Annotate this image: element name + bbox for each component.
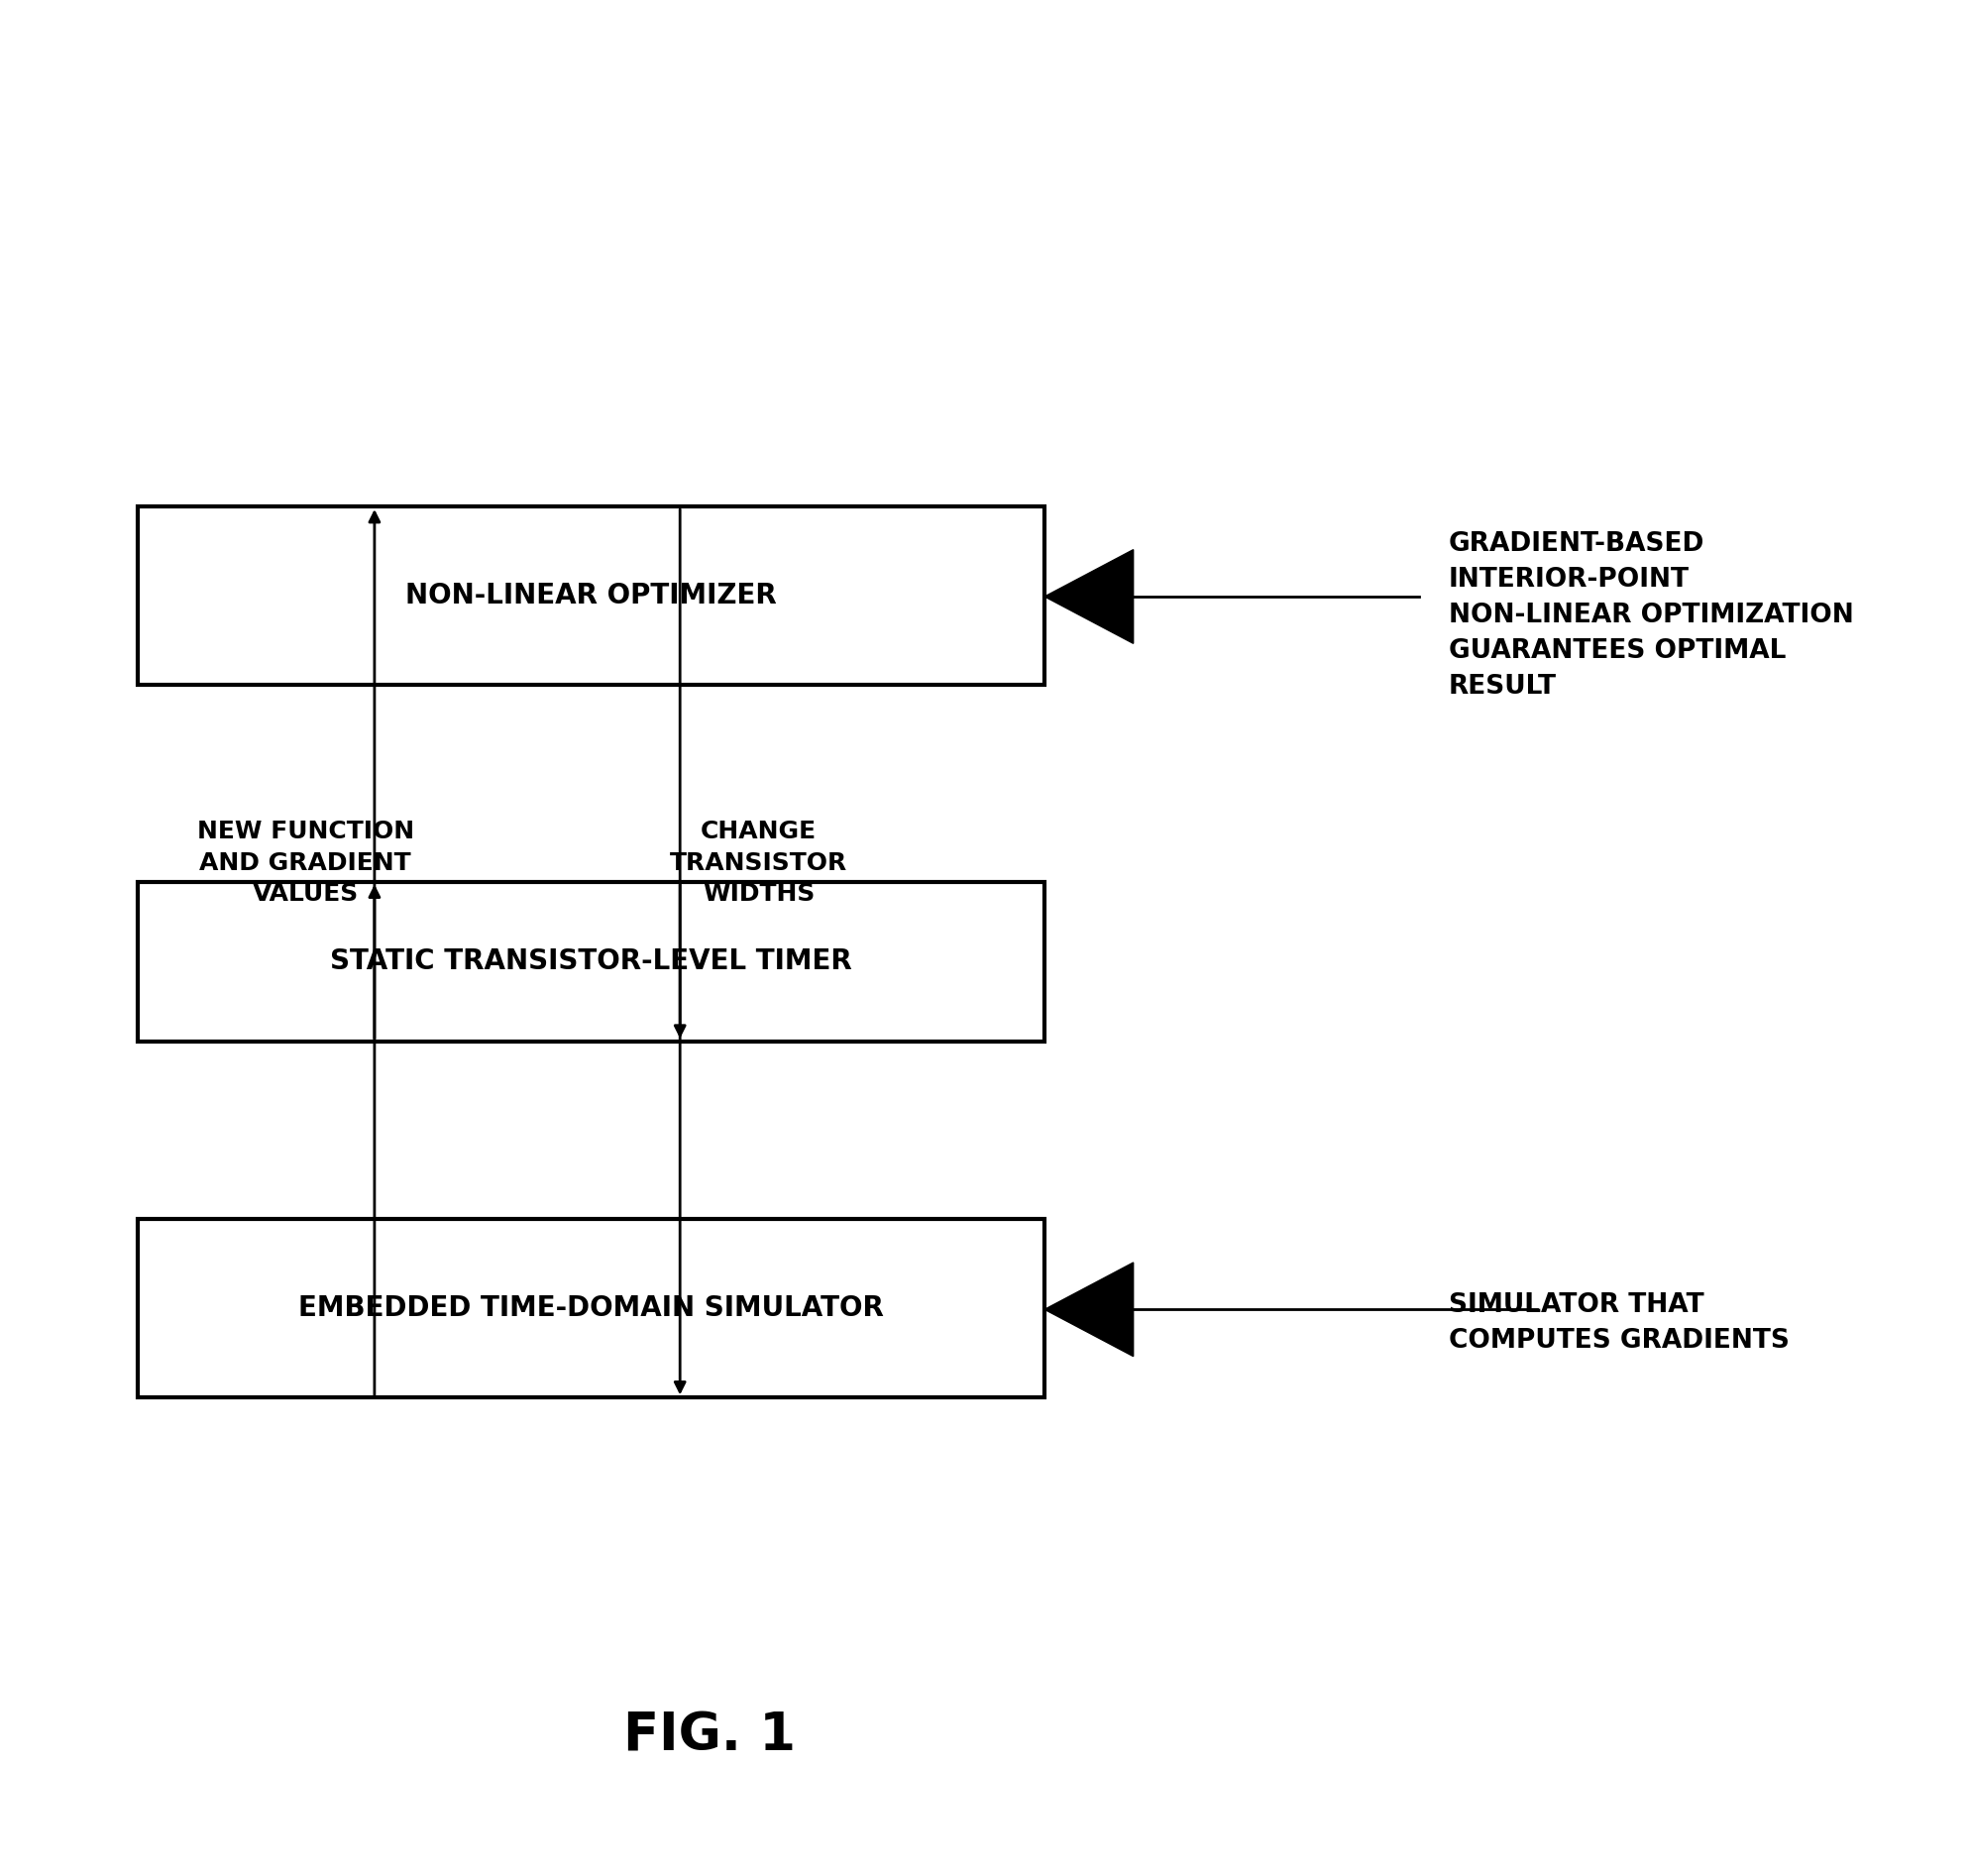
Text: GRADIENT-BASED
INTERIOR-POINT
NON-LINEAR OPTIMIZATION
GUARANTEES OPTIMAL
RESULT: GRADIENT-BASED INTERIOR-POINT NON-LINEAR…	[1449, 531, 1855, 700]
Polygon shape	[1045, 550, 1133, 643]
Text: FIG. 1: FIG. 1	[623, 1709, 796, 1762]
Bar	[138, 882, 1045, 1041]
Text: STATIC TRANSISTOR-LEVEL TIMER: STATIC TRANSISTOR-LEVEL TIMER	[331, 947, 851, 976]
Text: NEW FUNCTION
AND GRADIENT
VALUES: NEW FUNCTION AND GRADIENT VALUES	[197, 820, 414, 906]
Text: CHANGE
TRANSISTOR
WIDTHS: CHANGE TRANSISTOR WIDTHS	[670, 820, 848, 906]
Text: SIMULATOR THAT
COMPUTES GRADIENTS: SIMULATOR THAT COMPUTES GRADIENTS	[1449, 1293, 1790, 1353]
Bar	[138, 1219, 1045, 1398]
Bar	[138, 507, 1045, 685]
Text: NON-LINEAR OPTIMIZER: NON-LINEAR OPTIMIZER	[406, 582, 777, 610]
Polygon shape	[1045, 1263, 1133, 1356]
Text: EMBEDDED TIME-DOMAIN SIMULATOR: EMBEDDED TIME-DOMAIN SIMULATOR	[298, 1294, 885, 1323]
